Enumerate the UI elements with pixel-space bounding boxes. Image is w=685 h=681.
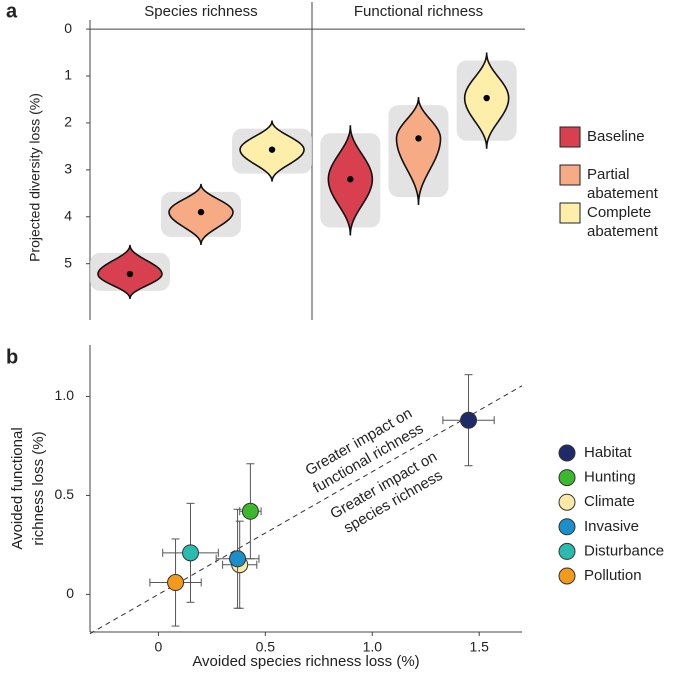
- y-tick-label: 0.5: [55, 486, 75, 502]
- panel-letter: a: [6, 0, 18, 22]
- x-tick-label: 1.5: [469, 639, 489, 655]
- legend-label: Baseline: [587, 128, 645, 145]
- reference-line: [89, 385, 523, 635]
- x-axis-label: Avoided species richness loss (%): [192, 653, 419, 670]
- legend-marker: [558, 469, 576, 487]
- y-tick-label: 0: [66, 585, 74, 601]
- legend-label: Hunting: [584, 469, 636, 486]
- median-dot: [126, 270, 134, 278]
- facet-label: Species richness: [144, 3, 257, 20]
- legend-label: Habitat: [584, 444, 632, 461]
- legend-marker: [558, 518, 576, 536]
- point: [167, 574, 185, 592]
- legend-label: Complete abatement: [587, 204, 659, 240]
- panel-letter: b: [6, 346, 18, 368]
- median-dot: [347, 176, 354, 183]
- violin: [395, 97, 442, 206]
- y-tick-label: 0: [64, 20, 72, 36]
- y-tick-label: 4: [64, 207, 72, 223]
- y-tick-label: 1: [64, 67, 72, 83]
- median-dot: [483, 94, 490, 102]
- y-tick-label: 3: [64, 161, 72, 177]
- annotations: Greater impact onfunctional richnessGrea…: [303, 405, 446, 537]
- legend-swatch: [559, 126, 581, 148]
- legend-marker: [558, 542, 576, 560]
- legend-label: Disturbance: [584, 542, 664, 559]
- legend-label: Partial abatement: [587, 166, 659, 202]
- point: [229, 550, 247, 568]
- point: [241, 502, 259, 520]
- y-axis-label: Projected diversity loss (%): [27, 93, 43, 262]
- legend-label: Invasive: [584, 518, 639, 535]
- legend-swatch: [559, 202, 581, 224]
- x-tick-label: 1.0: [363, 639, 383, 655]
- x-tick-label: 0: [155, 639, 163, 655]
- y-tick-label: 1.0: [55, 387, 75, 403]
- legend-label: Climate: [584, 493, 635, 510]
- median-dot: [197, 208, 205, 216]
- y-tick-label: 5: [64, 254, 72, 270]
- median-dot: [415, 135, 422, 142]
- y-axis-label: Avoided functional richness loss (%): [9, 427, 47, 549]
- legend-marker: [558, 567, 576, 585]
- legend-marker: [558, 444, 576, 462]
- y-tick-label: 2: [64, 114, 72, 130]
- legend-label: Pollution: [584, 567, 642, 584]
- facet-label: Functional richness: [354, 3, 483, 20]
- x-tick-label: 0.5: [256, 639, 276, 655]
- legend-marker: [558, 493, 576, 511]
- point: [460, 411, 478, 429]
- point: [182, 544, 200, 562]
- median-dot: [268, 146, 276, 153]
- legend-swatch: [559, 164, 581, 186]
